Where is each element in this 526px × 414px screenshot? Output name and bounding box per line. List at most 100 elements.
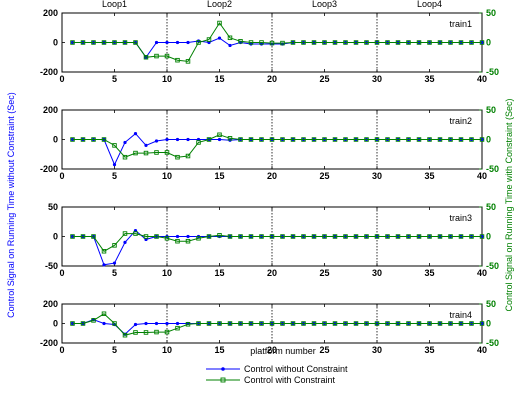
data-point-with-constraint [437, 40, 443, 45]
data-point-with-constraint [395, 137, 401, 142]
data-point-with-constraint [196, 40, 201, 45]
data-point-with-constraint [175, 57, 180, 63]
data-point-with-constraint [248, 234, 254, 239]
x-tick-label: 10 [162, 171, 172, 181]
data-point-with-constraint [332, 40, 338, 45]
x-tick-label: 30 [372, 268, 382, 278]
data-point-without-constraint [112, 261, 117, 265]
data-point-with-constraint [154, 150, 159, 155]
x-tick-label: 25 [319, 74, 329, 84]
data-point-with-constraint [175, 238, 180, 244]
data-point-with-constraint [448, 40, 453, 45]
x-tick-label: 10 [162, 268, 172, 278]
y-tick-label-right: 0 [486, 135, 491, 145]
data-point-with-constraint [122, 40, 128, 45]
y-tick-label-left: -200 [40, 338, 58, 348]
data-point-with-constraint [479, 40, 485, 45]
legend-marker-without [221, 367, 225, 371]
y-tick-label-left: 200 [43, 299, 58, 309]
data-point-with-constraint [448, 321, 453, 326]
data-point-with-constraint [427, 234, 432, 239]
data-point-with-constraint [479, 234, 485, 239]
data-point-with-constraint [416, 137, 422, 142]
y-tick-label-left: 50 [48, 202, 58, 212]
data-point-with-constraint [175, 325, 180, 331]
x-tick-label: 35 [424, 171, 434, 181]
data-point-with-constraint [101, 248, 107, 254]
data-point-with-constraint [290, 321, 296, 326]
y-tick-label-right: -50 [486, 338, 499, 348]
data-point-with-constraint [80, 40, 86, 45]
y-axis-label-left: Control Signal on Running Time without C… [6, 92, 16, 318]
x-tick-label: 5 [112, 268, 117, 278]
y-tick-label-right: 50 [486, 299, 496, 309]
y-tick-label-right: -50 [486, 67, 499, 77]
data-point-with-constraint [185, 238, 191, 244]
data-point-with-constraint [143, 55, 149, 60]
y-tick-label-right: 50 [486, 8, 496, 18]
data-point-with-constraint [395, 321, 401, 326]
y-tick-label-left: 0 [53, 232, 58, 242]
data-point-without-constraint [217, 36, 222, 40]
data-point-with-constraint [469, 40, 474, 45]
x-tick-label: 30 [372, 171, 382, 181]
data-point-without-constraint [186, 234, 190, 239]
data-point-with-constraint [154, 234, 159, 239]
data-point-with-constraint [395, 234, 401, 239]
data-point-with-constraint [343, 234, 348, 239]
x-tick-label: 40 [477, 171, 487, 181]
x-tick-label: 40 [477, 345, 487, 355]
data-point-with-constraint [469, 234, 474, 239]
data-point-with-constraint [301, 137, 306, 142]
data-point-with-constraint [164, 53, 170, 59]
data-point-with-constraint [259, 137, 264, 142]
x-tick-label: 0 [59, 171, 64, 181]
data-point-with-constraint [353, 321, 359, 326]
data-point-with-constraint [164, 236, 170, 241]
data-point-with-constraint [154, 329, 159, 335]
y-tick-label-right: -50 [486, 261, 499, 271]
data-point-with-constraint [164, 150, 170, 155]
data-point-without-constraint [144, 143, 148, 147]
legend: Control without Constraint Control with … [206, 364, 348, 385]
data-point-with-constraint [458, 321, 464, 326]
data-point-with-constraint [112, 243, 117, 248]
data-point-with-constraint [238, 321, 243, 326]
data-point-without-constraint [133, 322, 138, 327]
data-point-with-constraint [217, 321, 222, 326]
data-point-with-constraint [322, 234, 327, 239]
y-tick-label-left: -200 [40, 67, 58, 77]
data-point-with-constraint [416, 40, 422, 45]
data-point-with-constraint [206, 137, 212, 142]
data-point-with-constraint [448, 137, 453, 142]
data-point-with-constraint [143, 150, 149, 156]
data-point-with-constraint [311, 234, 317, 239]
data-point-with-constraint [301, 234, 306, 239]
data-point-with-constraint [458, 137, 464, 142]
data-point-with-constraint [227, 136, 233, 141]
x-tick-label: 10 [162, 74, 172, 84]
data-point-with-constraint [227, 234, 233, 239]
data-point-with-constraint [70, 137, 75, 142]
data-point-with-constraint [143, 234, 149, 239]
data-point-with-constraint [91, 234, 96, 239]
data-point-without-constraint [186, 40, 190, 45]
x-tick-label: 15 [214, 345, 224, 355]
data-point-without-constraint [144, 321, 148, 326]
data-point-without-constraint [102, 263, 106, 267]
y-tick-label-right: -50 [486, 164, 499, 174]
data-point-with-constraint [196, 236, 201, 241]
series-line-with-constraint [72, 22, 482, 62]
data-point-with-constraint [301, 40, 306, 45]
data-point-without-constraint [123, 240, 127, 244]
data-point-with-constraint [91, 318, 96, 323]
data-point-with-constraint [332, 234, 338, 239]
data-point-without-constraint [123, 140, 127, 145]
data-point-with-constraint [364, 321, 369, 326]
y-tick-label-left: 0 [53, 38, 58, 48]
legend-entry-with: Control with Constraint [244, 375, 336, 385]
data-point-with-constraint [416, 321, 422, 326]
data-point-with-constraint [227, 35, 233, 41]
data-point-with-constraint [322, 40, 327, 45]
